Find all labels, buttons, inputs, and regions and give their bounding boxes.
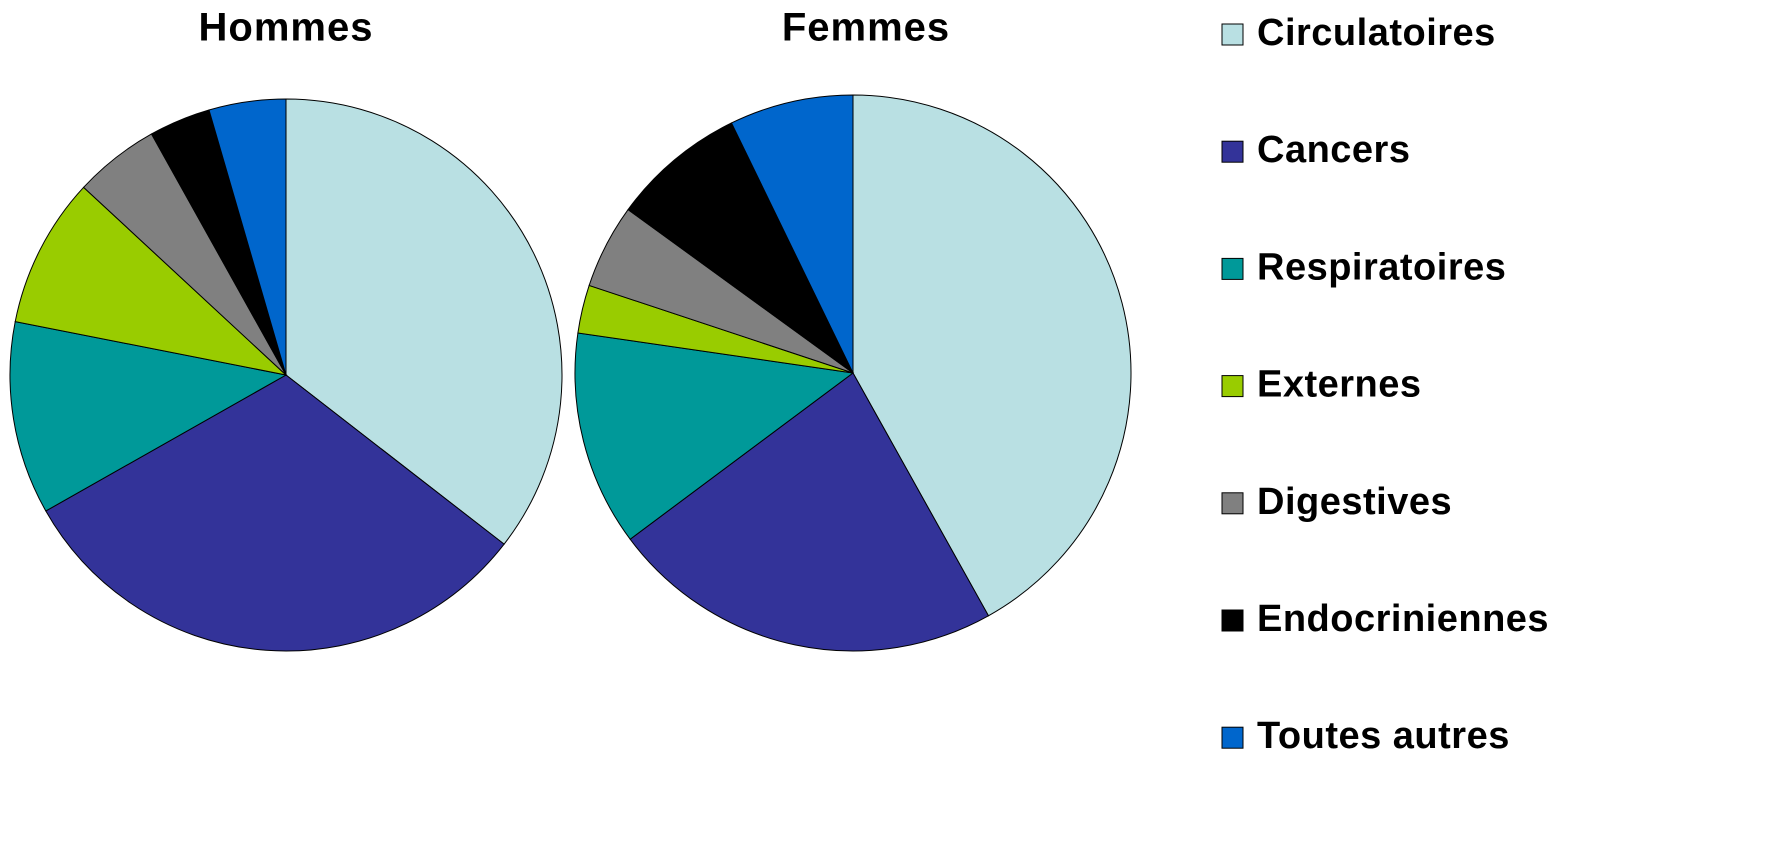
legend-swatch [1221,609,1244,632]
pie-slice [45,374,505,652]
chart-title: Femmes [782,6,950,50]
legend-swatch [1221,257,1244,280]
legend-label: Externes [1257,364,1422,406]
pie-slice [285,98,563,545]
pie-slice [629,372,990,652]
legend-label: Respiratoires [1257,246,1506,288]
legend-label: Circulatoires [1257,12,1496,54]
legend-swatch [1221,140,1244,163]
legend-label: Toutes autres [1257,715,1510,757]
pie-slice [852,94,1132,617]
chart-title: Hommes [199,6,374,50]
legend-label: Digestives [1257,481,1452,523]
legend-swatch [1221,492,1244,515]
legend-swatch [1221,726,1244,749]
pie-slice [574,332,855,540]
pie-slice [14,186,288,376]
legend-label: Cancers [1257,129,1410,171]
pie-slice [9,320,288,512]
legend-label: Endocriniennes [1257,598,1549,640]
pie-slice [208,98,287,376]
legend-swatch [1221,375,1244,398]
pie-slice [627,122,854,374]
pie-slice [730,94,854,374]
legend-swatch [1221,23,1244,46]
